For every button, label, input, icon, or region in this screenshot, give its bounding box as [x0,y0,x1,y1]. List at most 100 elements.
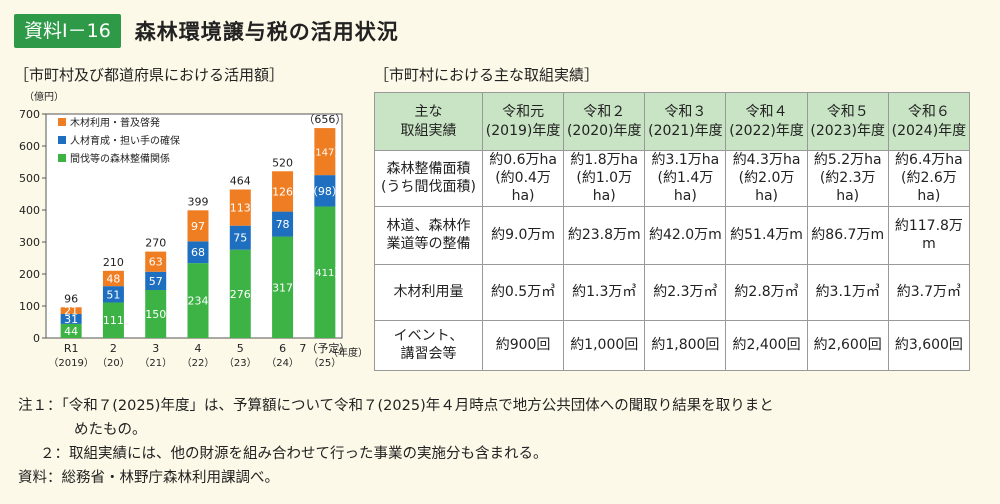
table-row-label: 木材利用量 [374,263,483,321]
bar-segment [187,210,209,242]
bar-segment-label: 113 [230,202,251,215]
bar-segment [272,211,294,237]
bar-segment-label: 78 [276,218,290,231]
bar-segment [314,128,336,176]
bar-segment-label: （98） [307,185,343,198]
table-row-label: イベント、 講習会等 [374,319,483,371]
bar-segment-label: 317 [272,281,293,294]
note-2: ２：取組実績には、他の財源を組み合わせて行った事業の実施分も含まれる。 [40,446,548,462]
x-tick-label: R1 [64,342,79,355]
table-cell: 約2,600回 [806,319,889,371]
table-cell: 約9.0万m [481,205,565,265]
bar-total-label: 399 [188,195,209,208]
table-row: 林道、森林作 業道等の整備 約9.0万m 約23.8万m 約42.0万m 約51.4万m 約… [374,205,971,265]
table-row: 木材利用量 約0.5万㎥ 約1.3万㎥ 約2.3万㎥ 約2.8万㎥ 約3.1万㎥ 約3.7万… [374,263,971,321]
x-tick-label: 4 [195,342,202,355]
bar-segment-label: 44 [64,325,78,338]
table-cell: 約5.2万ha (約2.3万ha) [806,150,889,207]
table-header-label: 主な 取組実績 [374,92,483,151]
bar-total-label: （656） [303,113,346,126]
x-tick-sublabel: （20） [97,357,130,369]
chart-heading: ［市町村及び都道府県における活用額］ [14,66,285,84]
bar-segment-label: 63 [149,256,163,269]
y-tick-label: 500 [19,172,40,185]
bar-segment [102,302,124,338]
y-tick-label: 600 [19,140,40,153]
bar-segment [187,263,209,338]
table-cell: 約3.1万ha (約1.4万ha) [644,150,727,207]
x-tick-sublabel: （23） [224,357,257,369]
results-table: 主な 取組実績 令和元 (2019)年度 令和２ (2020)年度 令和３ (2021)年度令… [374,92,971,371]
table-row: イベント、 講習会等 約900回 約1,000回 約1,800回 約2,400回 約2,60… [374,319,971,371]
legend-swatch [58,154,66,162]
legend-label: 木材利用・普及啓発 [70,116,160,129]
bar-segment-label: （147） [305,147,344,159]
table-heading: ［市町村における主な取組実績］ [374,66,600,84]
bar-segment-label: （411） [305,267,344,279]
y-axis-unit: （億円） [24,90,64,103]
table-cell: 約1,800回 [644,319,727,371]
table-cell: 約0.5万㎥ [481,263,565,321]
bar-segment [229,225,251,250]
table-cell: 約1.3万㎥ [563,263,646,321]
table-header-year: 令和元 (2019)年度 [481,92,565,151]
table-cell: 約1.8万ha (約1.0万ha) [563,150,646,207]
x-tick-label: 5 [237,342,244,355]
table-cell: 約3.7万㎥ [887,263,971,321]
bar-total-label: 464 [230,175,251,188]
x-tick-label: 7（予定） [299,341,350,355]
table-cell: 約23.8万m [563,205,646,265]
figure-number-badge: 資料Ⅰ－16 [14,14,121,48]
x-axis-unit: （年度） [328,346,368,359]
bar-segment-label: 31 [64,313,78,326]
bar-segment [314,175,336,207]
bar-segment-label: 234 [188,295,209,308]
table-header-year: 令和６ (2024)年度 [887,92,971,151]
bar-segment [229,249,251,338]
bar-segment [60,307,82,314]
bar-segment-label: 51 [106,288,120,301]
y-tick-label: 0 [33,332,40,345]
x-tick-label: 2 [110,342,117,355]
notes: 注１：「令和７(2025)年度」は、予算額について令和７(2025)年４月時点で… [18,394,774,490]
x-tick-sublabel: （2019） [48,357,93,369]
table-row-label: 林道、森林作 業道等の整備 [374,205,483,265]
y-tick-label: 200 [19,268,40,281]
bar-segment [187,241,209,264]
bar-segment [102,270,124,287]
table-cell: 約3.1万㎥ [806,263,889,321]
figure-title: 森林環境譲与税の活用状況 [134,20,399,44]
legend-label: 人材育成・担い手の確保 [70,134,180,147]
bar-segment-label: 126 [272,185,293,198]
source-note: 資料：総務省・林野庁森林利用課調べ。 [18,470,279,486]
y-tick-label: 700 [19,108,40,121]
legend-label: 間伐等の森林整備関係 [70,152,170,165]
figure-header: 資料Ⅰ－16 森林環境譲与税の活用状況 [14,14,399,48]
bar-segment [60,323,82,338]
x-tick-sublabel: （21） [139,357,172,369]
bar-segment-label: 48 [106,272,120,285]
table-cell: 約0.6万ha (約0.4万ha) [481,150,565,207]
table-header-year: 令和５ (2023)年度 [806,92,889,151]
bar-segment-label: 97 [191,220,205,233]
bar-segment-label: 68 [191,246,205,259]
table-row-label: 森林整備面積 (うち間伐面積) [374,150,483,207]
note-1-continued: めたもの。 [74,422,147,438]
table-cell: 約2.8万㎥ [725,263,808,321]
x-tick-sublabel: （22） [182,357,215,369]
table-cell: 約3,600回 [887,319,971,371]
bar-segment [229,189,251,226]
note-1: 注１：「令和７(2025)年度」は、予算額について令和７(2025)年４月時点で… [18,398,774,414]
x-tick-sublabel: （24） [266,357,299,369]
x-tick-label: 3 [152,342,159,355]
bar-segment [145,251,167,272]
bar-segment-label: 111 [103,314,124,327]
table-cell: 約86.7万m [806,205,889,265]
bar-segment [145,290,167,338]
bar-total-label: 210 [103,256,124,269]
table-cell: 約42.0万m [644,205,727,265]
bar-segment [314,206,336,338]
bar-segment-label: 276 [230,288,251,301]
bar-segment [272,236,294,338]
